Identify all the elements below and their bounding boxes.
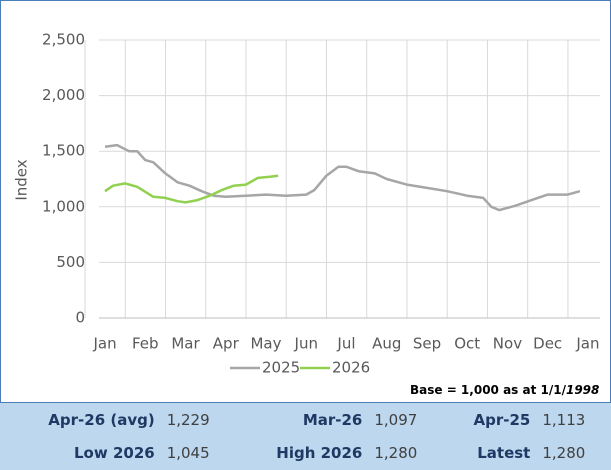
table-row: Apr-26 (avg) 1,229 Mar-26 1,097 Apr-25 1,113 bbox=[0, 403, 611, 437]
table-value: 1,113 bbox=[542, 410, 586, 429]
table-key: Apr-26 (avg) bbox=[48, 410, 155, 429]
y-tick-label: 2,000 bbox=[42, 86, 85, 104]
y-tick-label: 1,000 bbox=[42, 197, 85, 215]
x-tick-label: Sep bbox=[413, 335, 441, 353]
table-value: 1,229 bbox=[166, 410, 210, 429]
x-tick-label: May bbox=[250, 335, 281, 353]
table-value: 1,280 bbox=[542, 444, 586, 463]
chart: Index Base = 1,000 as at 1/1/1998 0 500 1,… bbox=[0, 0, 611, 403]
x-tick-label: Jun bbox=[294, 335, 318, 353]
y-tick-label: 1,500 bbox=[42, 142, 85, 160]
note: Base = 1,000 as at 1/1/1998 bbox=[410, 383, 599, 397]
x-tick-label: Aug bbox=[372, 335, 401, 353]
series-line bbox=[104, 143, 581, 212]
summary-table: Apr-26 (avg) 1,229 Mar-26 1,097 Apr-25 1,113 L… bbox=[0, 403, 611, 470]
x-tick-label: Jan bbox=[575, 335, 599, 353]
x-tick-label: Mar bbox=[171, 335, 200, 353]
table-value: 1,097 bbox=[374, 410, 418, 429]
note-text: Base = 1,000 as at 1/1/ bbox=[410, 383, 567, 397]
table-value: 1,045 bbox=[166, 444, 210, 463]
table-key: Mar-26 bbox=[302, 410, 363, 429]
note-italic: 1998 bbox=[566, 383, 599, 397]
table-key: Low 2026 bbox=[74, 444, 155, 463]
legend-label: 2025 bbox=[262, 359, 300, 377]
series-line bbox=[104, 174, 279, 204]
y-axis-label: Index bbox=[13, 159, 31, 200]
table-value: 1,280 bbox=[374, 444, 418, 463]
x-tick-label: Dec bbox=[533, 335, 562, 353]
y-tick-label: 500 bbox=[56, 253, 85, 271]
table-key: Latest bbox=[477, 444, 531, 463]
y-tick-label: 0 bbox=[75, 309, 85, 327]
x-tick-label: Feb bbox=[132, 335, 159, 353]
table-row: Low 2026 1,045 High 2026 1,280 Latest 1,280 bbox=[0, 437, 611, 470]
x-tick-label: Jan bbox=[92, 335, 116, 353]
x-tick-label: Jul bbox=[336, 335, 355, 353]
x-tick-label: Oct bbox=[454, 335, 480, 353]
legend-label: 2026 bbox=[332, 359, 370, 377]
table-key: Apr-25 bbox=[473, 410, 531, 429]
x-tick-label: Apr bbox=[213, 335, 240, 353]
y-tick-label: 2,500 bbox=[42, 31, 85, 49]
table-key: High 2026 bbox=[276, 444, 363, 463]
chart-frame bbox=[0, 0, 611, 403]
x-tick-label: Nov bbox=[493, 335, 522, 353]
